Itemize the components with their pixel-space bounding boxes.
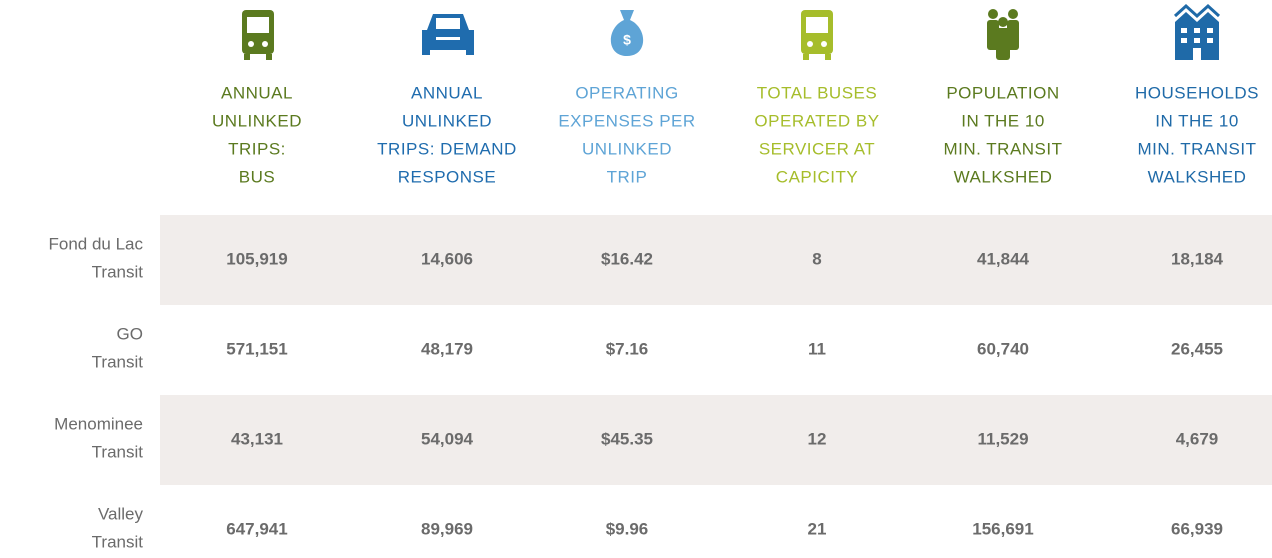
cell-value: 647,941: [226, 519, 287, 538]
cell-value: 26,455: [1171, 339, 1223, 358]
cell-value: 12: [808, 429, 827, 448]
bus-icon: [242, 10, 274, 60]
cell-value: 105,919: [226, 249, 287, 268]
column-header: ANNUAL: [221, 83, 293, 102]
cell-value: $45.35: [601, 429, 653, 448]
row-label: Menominee: [54, 414, 143, 433]
cell-value: 89,969: [421, 519, 473, 538]
cell-value: 18,184: [1171, 249, 1224, 268]
cell-value: 156,691: [972, 519, 1033, 538]
column-header: OPERATED BY: [754, 111, 879, 130]
column-header: OPERATING: [575, 83, 678, 102]
icons: $: [242, 3, 1221, 60]
column-header: WALKSHED: [1148, 167, 1247, 186]
row-label: Transit: [92, 442, 144, 461]
cell-value: $7.16: [606, 339, 649, 358]
car-icon: [422, 14, 474, 55]
column-header: CAPICITY: [776, 167, 858, 186]
cell-value: 8: [812, 249, 821, 268]
column-header: BUS: [239, 167, 275, 186]
cell-value: 571,151: [226, 339, 287, 358]
column-header: TRIPS: DEMAND: [377, 139, 517, 158]
column-header: WALKSHED: [954, 167, 1053, 186]
row-label: GO: [117, 324, 143, 343]
row-label: Fond du Lac: [48, 234, 143, 253]
svg-text:$: $: [623, 32, 631, 48]
column-header: UNLINKED: [402, 111, 492, 130]
bus-icon: [801, 10, 833, 60]
column-header: SERVICER AT: [759, 139, 875, 158]
column-header: UNLINKED: [582, 139, 672, 158]
people-icon: [987, 9, 1019, 60]
cell-value: 60,740: [977, 339, 1029, 358]
column-header: TRIP: [607, 167, 648, 186]
row-label: Transit: [92, 262, 144, 281]
cell-value: $16.42: [601, 249, 653, 268]
column-header: IN THE 10: [1155, 111, 1239, 130]
cell-value: 43,131: [231, 429, 283, 448]
building-icon: [1173, 3, 1221, 60]
cell-value: 4,679: [1176, 429, 1219, 448]
cell-value: 14,606: [421, 249, 473, 268]
cell-value: 66,939: [1171, 519, 1223, 538]
column-header: ANNUAL: [411, 83, 483, 102]
column-header: MIN. TRANSIT: [943, 139, 1062, 158]
column-header: POPULATION: [946, 83, 1059, 102]
column-header: UNLINKED: [212, 111, 302, 130]
cell-value: 48,179: [421, 339, 473, 358]
row-band: [160, 215, 1272, 305]
column-header: IN THE 10: [961, 111, 1045, 130]
column-header: HOUSEHOLDS: [1135, 83, 1259, 102]
column-header: MIN. TRANSIT: [1137, 139, 1256, 158]
row-label: Transit: [92, 352, 144, 371]
column-header: EXPENSES PER: [558, 111, 695, 130]
cell-value: 11: [808, 339, 826, 358]
cell-value: 11,529: [977, 429, 1028, 448]
money-bag-icon: $: [610, 10, 644, 56]
column-header: RESPONSE: [398, 167, 496, 186]
row-band: [160, 395, 1272, 485]
row-label: Valley: [98, 504, 144, 523]
cell-value: 54,094: [421, 429, 474, 448]
cell-value: $9.96: [606, 519, 649, 538]
column-header: TRIPS:: [228, 139, 286, 158]
cell-value: 41,844: [977, 249, 1030, 268]
column-header: TOTAL BUSES: [757, 83, 877, 102]
cell-value: 21: [808, 519, 827, 538]
row-label: Transit: [92, 532, 144, 551]
